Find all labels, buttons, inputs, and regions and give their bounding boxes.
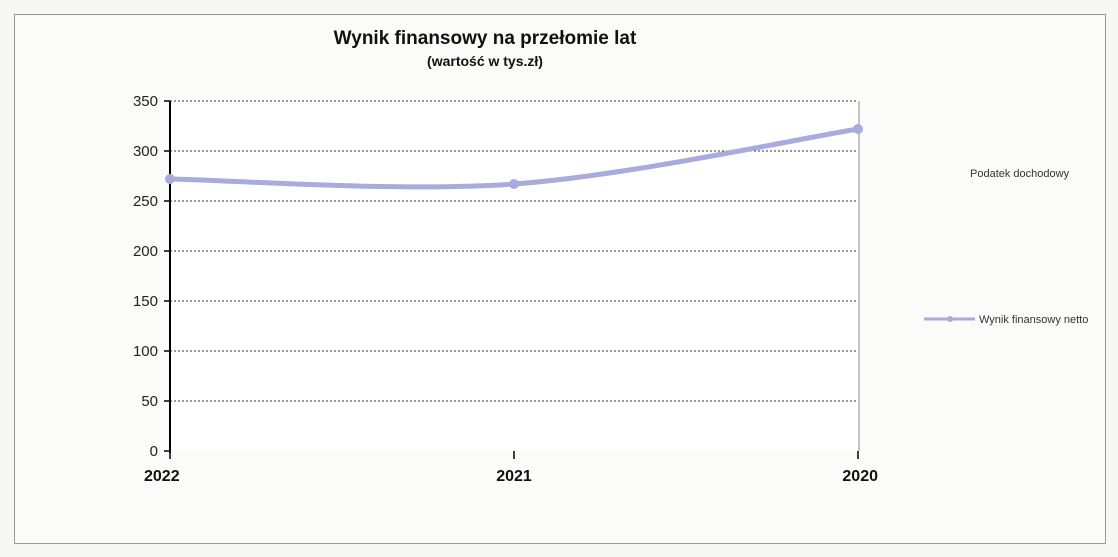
y-tick-label: 100	[133, 343, 158, 360]
y-tick-label: 350	[133, 93, 158, 110]
series-lines	[165, 124, 863, 190]
x-tick-label: 2020	[842, 468, 878, 485]
data-point	[853, 124, 863, 134]
legend-label: Podatek dochodowy	[970, 168, 1070, 180]
plot-area	[170, 101, 860, 451]
y-tick-label: 50	[141, 393, 158, 410]
y-tick-label: 150	[133, 293, 158, 310]
chart-subtitle: (wartość w tys.zł)	[427, 53, 543, 69]
y-tick-label: 300	[133, 143, 158, 160]
data-point	[165, 174, 175, 184]
y-axis-ticks: 0 50 100 150 200 250 300 350	[133, 93, 170, 460]
data-point	[509, 179, 519, 189]
legend-marker	[947, 316, 953, 322]
x-tick-label: 2021	[496, 468, 532, 485]
y-tick-label: 0	[150, 443, 158, 460]
y-tick-label: 200	[133, 243, 158, 260]
y-tick-label: 250	[133, 193, 158, 210]
legend-label: Wynik finansowy netto	[979, 314, 1088, 326]
x-tick-label: 2022	[144, 468, 180, 485]
chart-title: Wynik finansowy na przełomie lat	[334, 28, 637, 49]
x-axis-ticks: 2022 2021 2020	[144, 451, 878, 485]
legend: Podatek dochodowy Wynik finansowy netto	[924, 168, 1088, 326]
